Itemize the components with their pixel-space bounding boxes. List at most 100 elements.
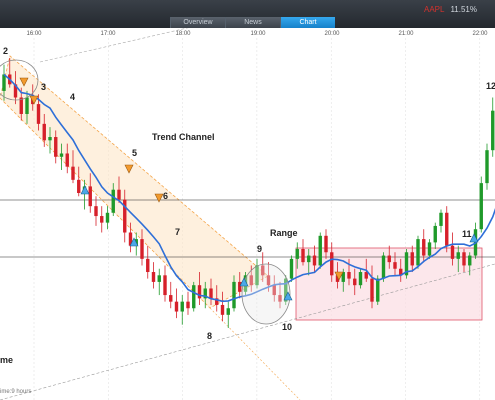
candle-body[interactable] <box>174 301 179 312</box>
x-tick-label: 18:00 <box>175 31 191 37</box>
candle-body[interactable] <box>330 252 334 276</box>
candle-body[interactable] <box>42 123 46 141</box>
candle-body[interactable] <box>65 153 69 167</box>
timeframe-label: ime:9 hours <box>0 389 31 395</box>
x-tick-label: 17:00 <box>100 31 116 37</box>
tab-chart[interactable]: Chart <box>280 17 335 28</box>
candle-body[interactable] <box>399 268 403 276</box>
candle-body[interactable] <box>36 104 41 124</box>
buy-signal-icon[interactable] <box>283 291 293 301</box>
candle-body[interactable] <box>387 255 391 263</box>
tab-news[interactable]: News <box>225 17 280 28</box>
candle-body[interactable] <box>220 304 225 315</box>
candle-body[interactable] <box>468 255 472 266</box>
candle-body[interactable] <box>232 281 236 309</box>
candle-body[interactable] <box>180 301 184 312</box>
candle-body[interactable] <box>462 252 466 266</box>
candle-body[interactable] <box>151 272 156 282</box>
candle-body[interactable] <box>71 166 75 180</box>
candle-body[interactable] <box>2 74 6 91</box>
candle-body[interactable] <box>163 275 167 296</box>
candle-body[interactable] <box>111 189 115 213</box>
candle-body[interactable] <box>203 288 207 299</box>
candle-body[interactable] <box>255 265 259 286</box>
candle-body[interactable] <box>450 245 455 259</box>
candle-body[interactable] <box>347 272 351 279</box>
candle-body[interactable] <box>146 258 150 273</box>
candle-body[interactable] <box>209 288 213 299</box>
candle-body[interactable] <box>445 212 449 246</box>
candle-body[interactable] <box>13 84 18 98</box>
candle-body[interactable] <box>123 199 127 233</box>
candle-body[interactable] <box>272 285 276 296</box>
candle-body[interactable] <box>284 278 288 302</box>
buy-signal-icon[interactable] <box>80 185 90 195</box>
candle-body[interactable] <box>370 278 374 302</box>
tab-overview[interactable]: Overview <box>170 17 225 28</box>
candle-body[interactable] <box>192 285 196 309</box>
candle-body[interactable] <box>94 206 98 217</box>
sell-signal-icon[interactable] <box>29 95 39 105</box>
candle-body[interactable] <box>88 186 92 207</box>
candle-body[interactable] <box>485 150 489 184</box>
candle-body[interactable] <box>404 252 409 276</box>
candle-body[interactable] <box>381 255 386 279</box>
candle-body[interactable] <box>197 285 202 299</box>
candle-body[interactable] <box>416 239 420 266</box>
candle-body[interactable] <box>19 97 23 114</box>
candle-body[interactable] <box>364 272 368 279</box>
candle-body[interactable] <box>289 258 294 279</box>
cut-off-label: me <box>0 355 13 365</box>
candle-body[interactable] <box>128 232 133 246</box>
candle-body[interactable] <box>456 252 460 259</box>
candle-body[interactable] <box>249 275 253 286</box>
sell-signal-icon[interactable] <box>154 193 164 203</box>
candle-body[interactable] <box>301 248 305 263</box>
price-chart[interactable]: 16:00 17:00 18:00 19:00 20:00 21:00 22:0… <box>0 28 495 400</box>
sell-signal-icon[interactable] <box>19 77 29 87</box>
candle-body[interactable] <box>186 301 190 309</box>
candle-body[interactable] <box>278 295 282 302</box>
candle-body[interactable] <box>376 278 380 302</box>
candle-body[interactable] <box>48 137 52 141</box>
buy-signal-icon[interactable] <box>129 237 139 247</box>
highlight-circle <box>241 263 291 325</box>
candle-body[interactable] <box>410 252 414 266</box>
sell-signal-icon[interactable] <box>334 271 344 281</box>
candle-body[interactable] <box>100 216 104 223</box>
candle-body[interactable] <box>427 242 432 256</box>
candle-body[interactable] <box>318 235 322 266</box>
candle-body[interactable] <box>324 235 328 253</box>
candle-body[interactable] <box>140 239 144 259</box>
candle-body[interactable] <box>433 225 437 243</box>
candle-body[interactable] <box>295 248 299 259</box>
swing-label: 6 <box>163 191 168 201</box>
candle-body[interactable] <box>105 212 110 223</box>
candle-body[interactable] <box>393 262 397 269</box>
candle-body[interactable] <box>157 275 161 282</box>
candle-body[interactable] <box>25 97 29 114</box>
candle-body[interactable] <box>54 137 58 157</box>
candle-body[interactable] <box>422 239 426 256</box>
candle-body[interactable] <box>335 275 340 282</box>
candle-body[interactable] <box>226 308 230 315</box>
candle-body[interactable] <box>312 255 317 266</box>
buy-signal-icon[interactable] <box>239 277 249 287</box>
candle-body[interactable] <box>479 183 483 230</box>
candle-body[interactable] <box>266 275 271 286</box>
candle-body[interactable] <box>215 298 219 305</box>
candle-body[interactable] <box>358 272 363 286</box>
candle-body[interactable] <box>307 255 311 263</box>
candle-body[interactable] <box>238 281 242 292</box>
sell-signal-icon[interactable] <box>124 164 134 174</box>
candle-body[interactable] <box>261 265 265 276</box>
candle-body[interactable] <box>117 189 121 200</box>
candle-body[interactable] <box>491 110 495 151</box>
candle-body[interactable] <box>77 179 81 193</box>
candle-body[interactable] <box>439 212 443 226</box>
candle-body[interactable] <box>169 295 173 302</box>
candle-body[interactable] <box>341 272 345 282</box>
buy-signal-icon[interactable] <box>469 233 479 243</box>
candle-body[interactable] <box>59 153 64 157</box>
candle-body[interactable] <box>353 278 357 286</box>
